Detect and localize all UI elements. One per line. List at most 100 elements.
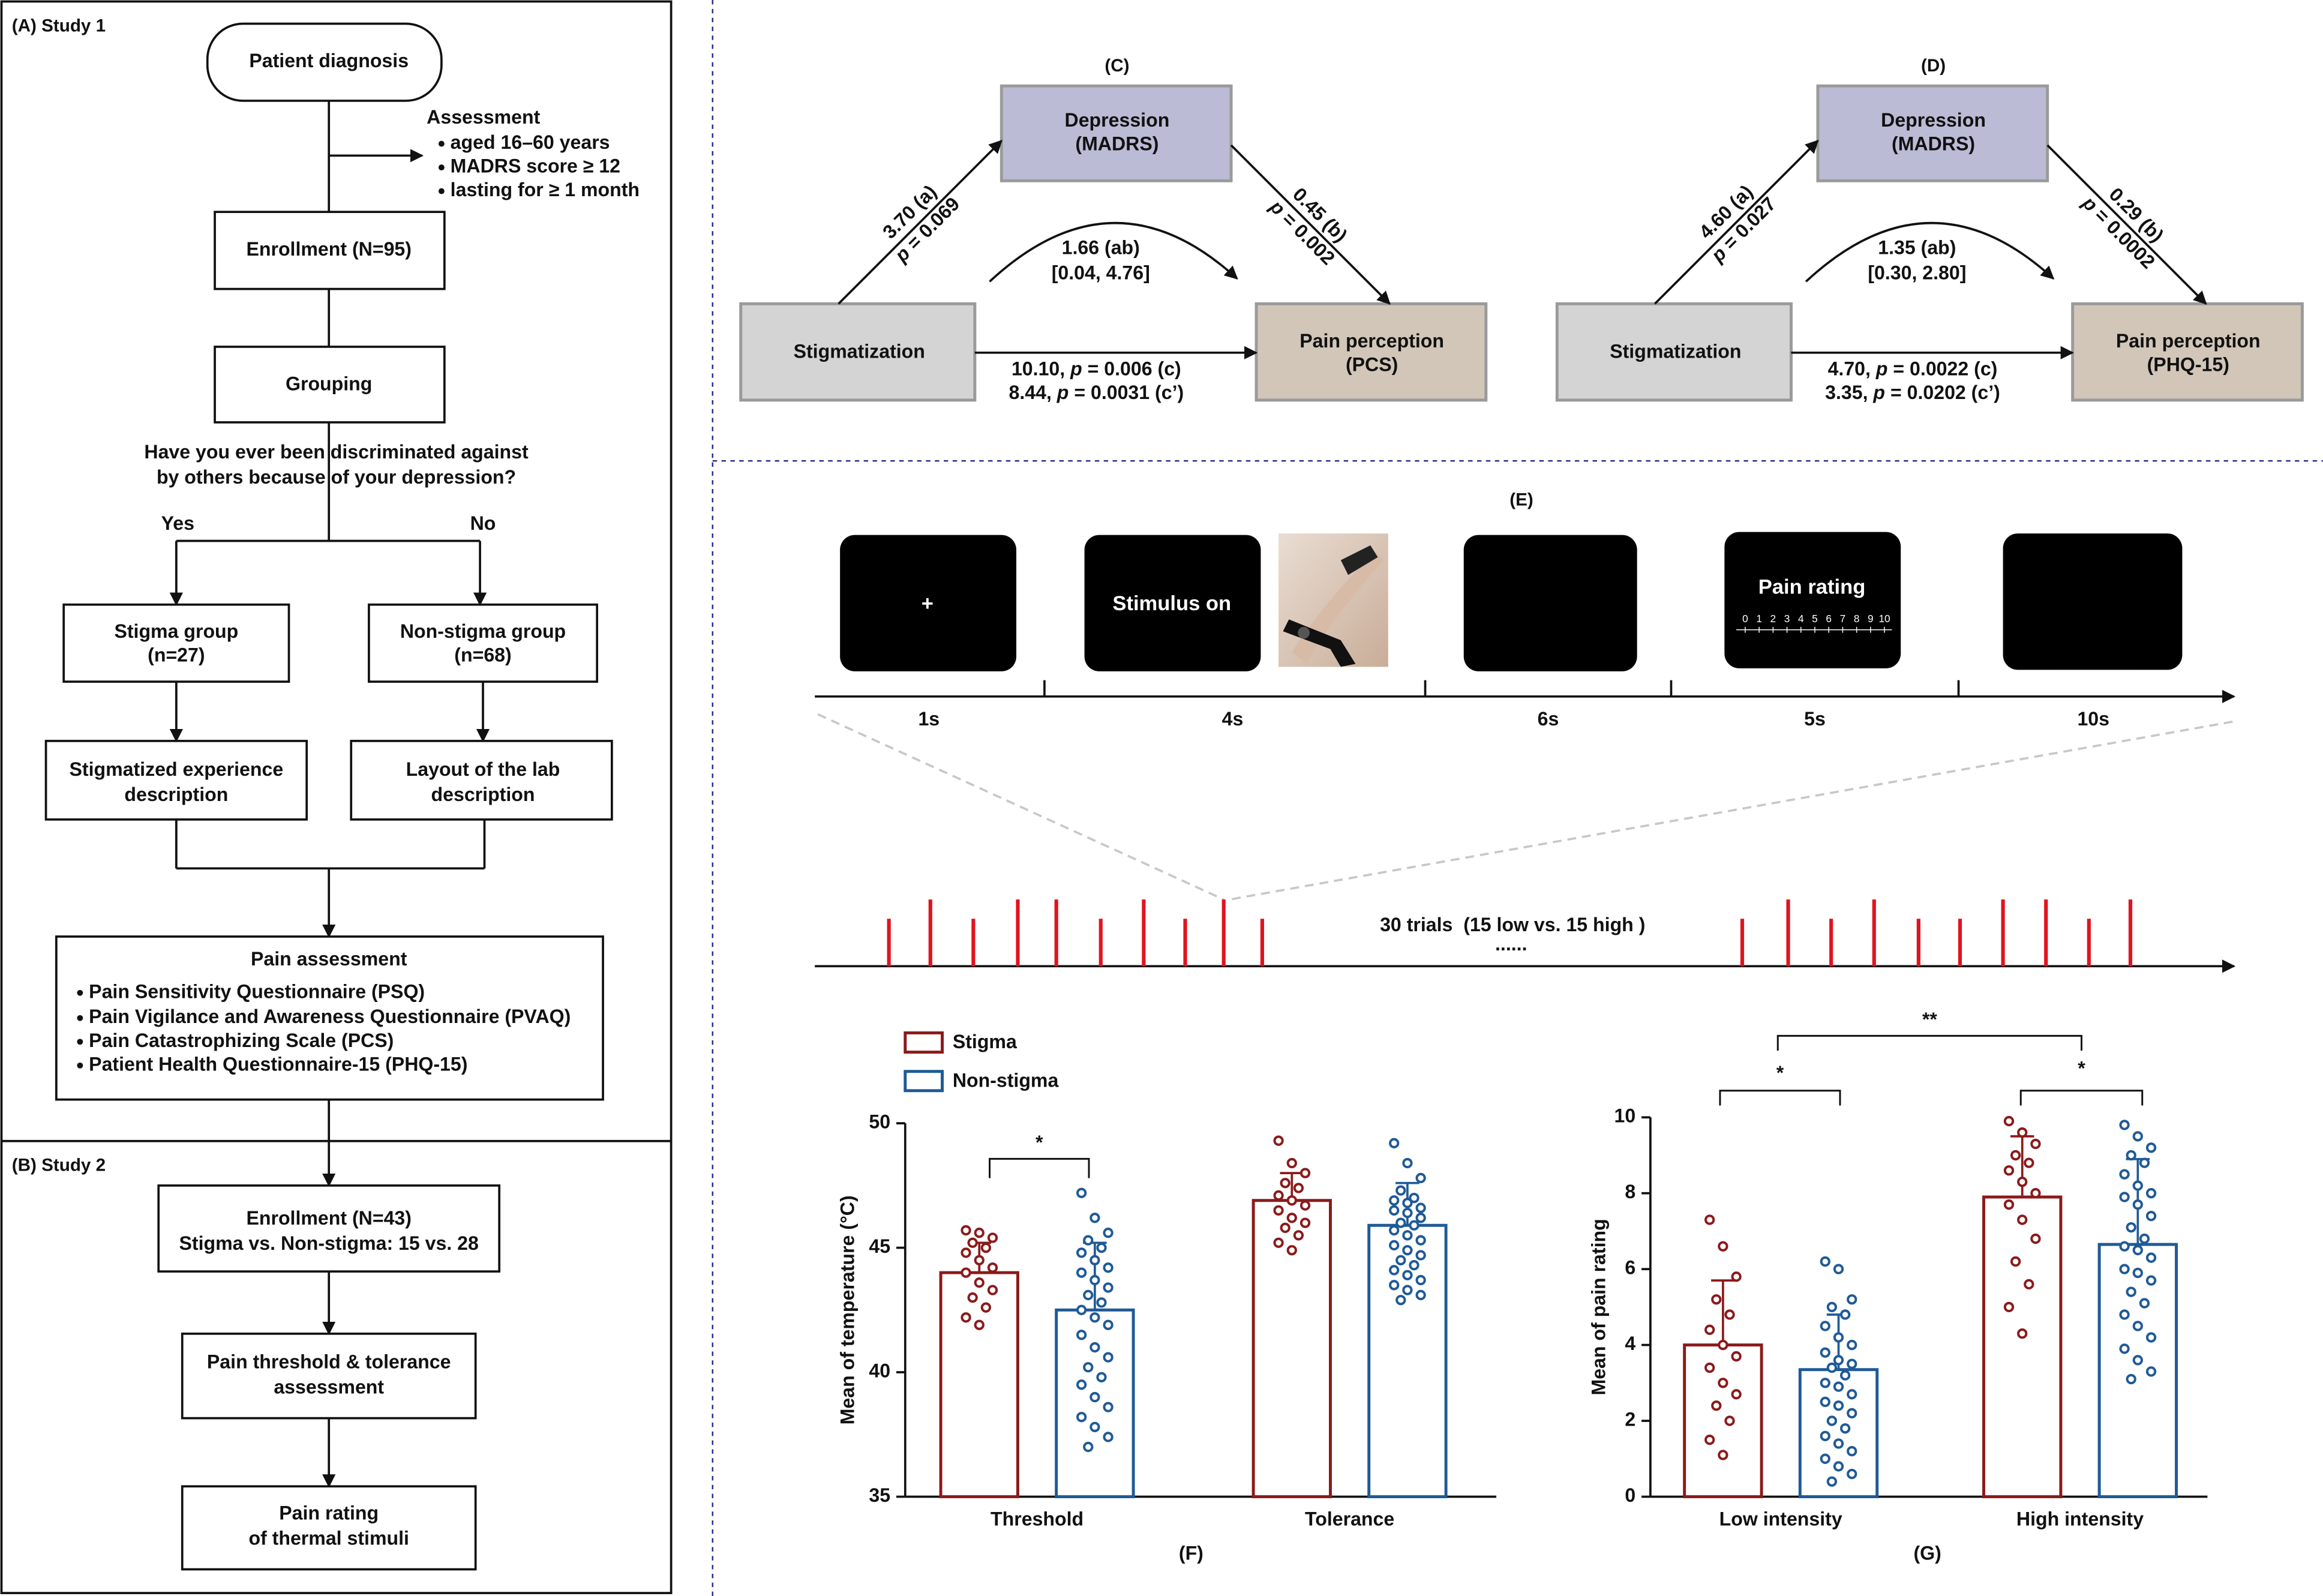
indirect-arrow bbox=[989, 221, 1238, 283]
data-point bbox=[1409, 1259, 1419, 1271]
y-tick-label: 45 bbox=[869, 1235, 890, 1257]
data-point bbox=[2145, 1210, 2157, 1222]
data-point bbox=[2024, 1279, 2034, 1290]
data-point bbox=[1718, 1339, 1728, 1351]
data-point bbox=[1395, 1295, 1406, 1306]
scale-label: 2 bbox=[1770, 613, 1776, 625]
data-point bbox=[1826, 1415, 1838, 1426]
data-point bbox=[1820, 1378, 1830, 1388]
box bbox=[1816, 84, 2049, 182]
node-title: Pain assessment bbox=[251, 948, 407, 970]
data-point bbox=[1833, 1438, 1844, 1449]
data-point bbox=[1103, 1319, 1114, 1330]
bar bbox=[1367, 1223, 1448, 1498]
data-point bbox=[2132, 1355, 2143, 1366]
scale-label: 3 bbox=[1784, 613, 1790, 625]
data-point bbox=[2003, 1199, 2015, 1210]
box bbox=[214, 346, 446, 424]
data-point bbox=[1415, 1250, 1426, 1261]
screen bbox=[1724, 532, 1901, 668]
data-point bbox=[2003, 1165, 2015, 1176]
data-point bbox=[987, 1262, 998, 1273]
data-point bbox=[2139, 1157, 2150, 1168]
box bbox=[214, 211, 446, 290]
criterion: MADRS score ≥ 12 bbox=[451, 155, 620, 177]
node-label: Pain threshold & tolerance bbox=[207, 1351, 451, 1373]
node-label: Stigma group bbox=[114, 620, 238, 642]
data-point bbox=[2030, 1138, 2041, 1150]
data-point bbox=[1847, 1446, 1857, 1457]
panel-label: (G) bbox=[1914, 1542, 1941, 1564]
outcome-label: (PHQ-15) bbox=[2147, 354, 2229, 376]
y-tick-label: 4 bbox=[1625, 1333, 1635, 1354]
data-point bbox=[1415, 1202, 1426, 1213]
data-point bbox=[1083, 1235, 1094, 1246]
x-tick-label: High intensity bbox=[2016, 1508, 2144, 1530]
screen-text: + bbox=[922, 592, 934, 615]
box bbox=[739, 302, 977, 402]
data-point bbox=[2126, 1373, 2136, 1385]
data-point bbox=[1103, 1402, 1114, 1412]
data-point bbox=[1389, 1280, 1400, 1291]
data-point bbox=[1833, 1400, 1844, 1411]
duration-label: 5s bbox=[1804, 708, 1826, 730]
data-point bbox=[967, 1292, 978, 1303]
data-point bbox=[1402, 1245, 1413, 1256]
data-point bbox=[2132, 1199, 2143, 1210]
panel-label: (F) bbox=[1179, 1542, 1203, 1564]
data-point bbox=[2132, 1267, 2143, 1279]
data-point bbox=[1103, 1352, 1114, 1363]
data-point bbox=[1103, 1228, 1114, 1238]
box bbox=[206, 22, 443, 102]
y-axis-title-group: Mean of pain rating bbox=[1587, 1219, 1609, 1395]
screen-text: Stimulus on bbox=[1112, 592, 1231, 615]
data-point bbox=[1076, 1187, 1087, 1198]
data-point bbox=[1090, 1255, 1100, 1265]
legend-swatch bbox=[904, 1070, 944, 1093]
data-point bbox=[1820, 1430, 1830, 1442]
data-point bbox=[987, 1232, 998, 1243]
box bbox=[157, 1184, 501, 1273]
data-point bbox=[2010, 1150, 2021, 1161]
node-label: Non-stigma group bbox=[400, 620, 566, 642]
bar: Stigma bbox=[1683, 1343, 1763, 1498]
data-point bbox=[1415, 1274, 1426, 1286]
data-point bbox=[1286, 1157, 1297, 1169]
data-point bbox=[1847, 1339, 1857, 1351]
node-label: description bbox=[124, 784, 228, 805]
assessment-title: Assessment bbox=[427, 106, 540, 128]
data-point bbox=[2030, 1233, 2041, 1244]
data-point bbox=[1402, 1270, 1413, 1280]
data-point bbox=[2119, 1169, 2130, 1180]
node-label: (n=68) bbox=[454, 644, 511, 666]
data-point bbox=[974, 1228, 985, 1238]
data-point bbox=[1415, 1289, 1426, 1301]
data-point bbox=[1083, 1441, 1094, 1453]
node-label: Enrollment (N=43) bbox=[246, 1207, 412, 1229]
data-point bbox=[2132, 1180, 2143, 1191]
data-point bbox=[1402, 1207, 1413, 1219]
data-point bbox=[1820, 1347, 1830, 1358]
data-point bbox=[1839, 1370, 1851, 1381]
data-point bbox=[1847, 1468, 1857, 1480]
legend-label: Stigma bbox=[953, 1031, 1018, 1052]
data-point bbox=[1820, 1256, 1830, 1267]
path-arrow bbox=[838, 140, 1003, 305]
data-point bbox=[1833, 1355, 1844, 1366]
path-arrow bbox=[1653, 140, 1819, 305]
data-point bbox=[1299, 1168, 1311, 1178]
data-point bbox=[1293, 1183, 1304, 1193]
data-point bbox=[1293, 1230, 1304, 1241]
data-point bbox=[1280, 1178, 1290, 1189]
y-tick-label: 35 bbox=[869, 1484, 890, 1506]
data-point bbox=[1273, 1190, 1284, 1201]
data-point bbox=[1724, 1415, 1735, 1426]
y-tick-label: 0 bbox=[1625, 1484, 1635, 1506]
data-point bbox=[2145, 1366, 2157, 1377]
data-point bbox=[2024, 1157, 2034, 1168]
data-point bbox=[1389, 1138, 1400, 1148]
predictor-label: Stigmatization bbox=[794, 340, 925, 362]
data-point bbox=[2119, 1264, 2130, 1274]
